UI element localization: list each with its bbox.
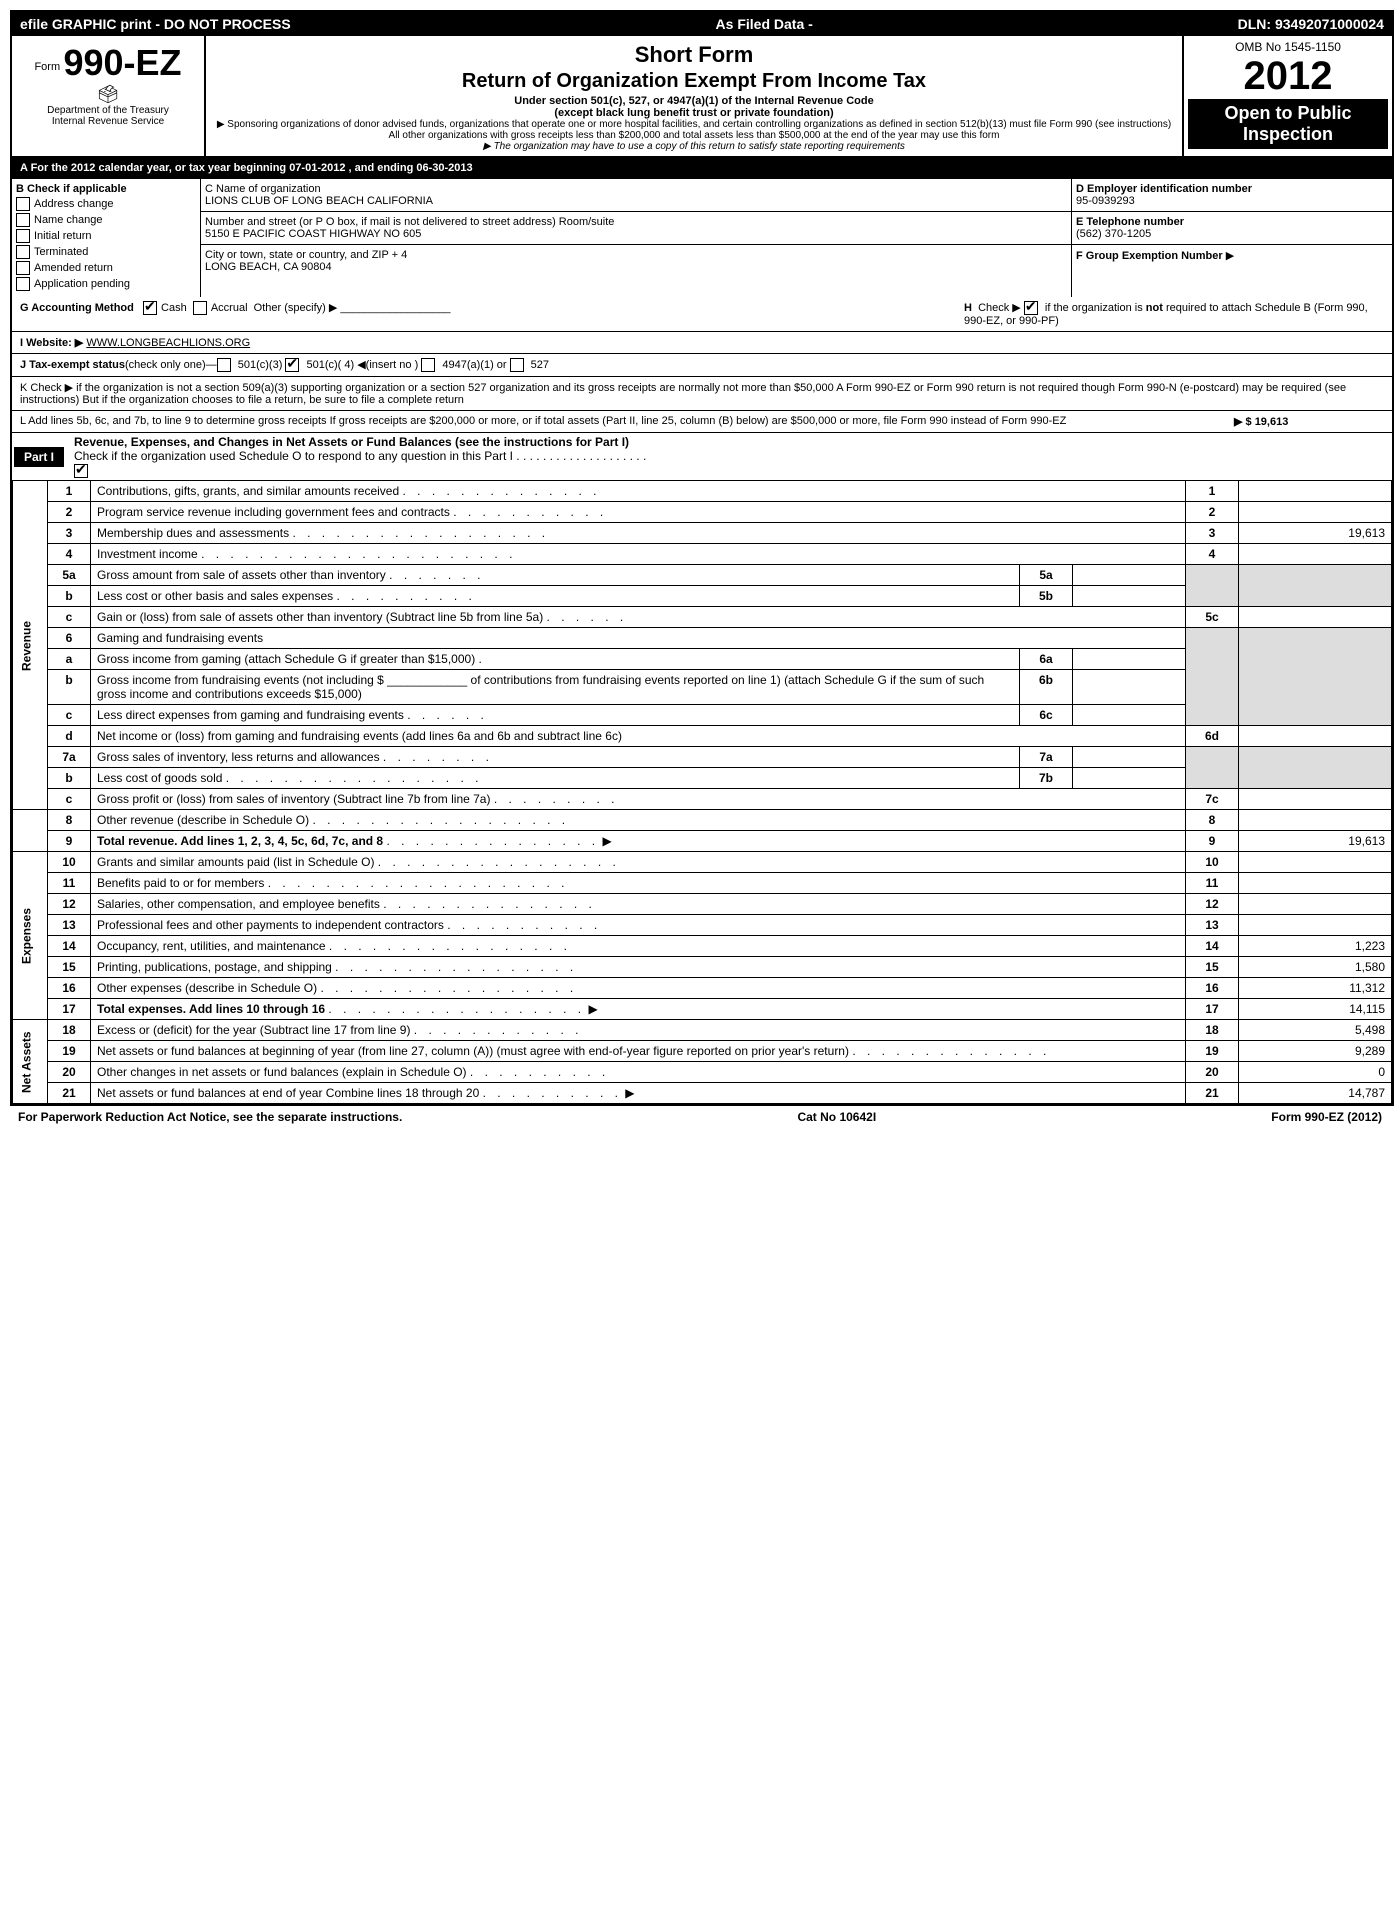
short-form: Short Form — [210, 42, 1178, 68]
header-bar: efile GRAPHIC print - DO NOT PROCESS As … — [12, 12, 1392, 36]
part-i-title: Revenue, Expenses, and Changes in Net As… — [74, 435, 629, 449]
c-addr: 5150 E PACIFIC COAST HIGHWAY NO 605 — [205, 228, 1067, 240]
revenue-label: Revenue — [13, 481, 48, 810]
tax-year: 2012 — [1188, 54, 1388, 99]
c-name-label: C Name of organization — [205, 183, 1067, 195]
title-section: Form 990-EZ 🗳 Department of the Treasury… — [12, 36, 1392, 158]
i-label: I Website: ▶ — [20, 337, 83, 349]
section-k: K Check ▶ if the organization is not a s… — [12, 377, 1392, 411]
f-arrow: ▶ — [1226, 250, 1234, 262]
note-2: All other organizations with gross recei… — [210, 130, 1178, 141]
year-cell: OMB No 1545-1150 2012 Open to Public Ins… — [1182, 36, 1392, 156]
as-filed: As Filed Data - — [716, 16, 813, 32]
f-label: F Group Exemption Number — [1076, 250, 1223, 262]
form-number-cell: Form 990-EZ 🗳 Department of the Treasury… — [12, 36, 206, 156]
section-b-header: B Check if applicable — [16, 183, 127, 195]
chk-name[interactable] — [16, 213, 30, 227]
l-value: ▶ $ 19,613 — [1234, 415, 1384, 428]
expenses-label: Expenses — [13, 852, 48, 1020]
efile-notice: efile GRAPHIC print - DO NOT PROCESS — [20, 16, 291, 32]
footer: For Paperwork Reduction Act Notice, see … — [10, 1106, 1390, 1128]
section-b: B Check if applicable Address change Nam… — [12, 179, 201, 297]
i-website[interactable]: WWW.LONGBEACHLIONS.ORG — [86, 337, 250, 349]
section-c: C Name of organization LIONS CLUB OF LON… — [201, 179, 1072, 297]
open-public: Open to Public — [1224, 103, 1351, 123]
dln: DLN: 93492071000024 — [1238, 16, 1384, 32]
d-ein: 95-0939293 — [1076, 195, 1135, 207]
chk-h[interactable] — [1024, 301, 1038, 315]
g-h-row: G Accounting Method Cash Accrual Other (… — [12, 297, 1392, 332]
chk-part-i[interactable] — [74, 464, 88, 478]
chk-pending[interactable] — [16, 277, 30, 291]
period-row: A For the 2012 calendar year, or tax yea… — [12, 158, 1392, 179]
footer-right: Form 990-EZ (2012) — [1271, 1110, 1382, 1124]
note-3: ▶ The organization may have to use a cop… — [210, 141, 1178, 152]
subtitle-1: Under section 501(c), 527, or 4947(a)(1)… — [210, 95, 1178, 107]
form-prefix: Form — [34, 61, 60, 73]
chk-cash[interactable] — [143, 301, 157, 315]
netassets-label: Net Assets — [13, 1020, 48, 1104]
section-j: J Tax-exempt status(check only one)— 501… — [12, 354, 1392, 377]
c-city-label: City or town, state or country, and ZIP … — [205, 249, 1067, 261]
part-i-header: Part I Revenue, Expenses, and Changes in… — [12, 433, 1392, 480]
section-l: L Add lines 5b, 6c, and 7b, to line 9 to… — [12, 411, 1392, 433]
dept-treasury: Department of the Treasury — [18, 105, 198, 116]
irs: Internal Revenue Service — [18, 116, 198, 127]
e-label: E Telephone number — [1076, 216, 1184, 228]
form-title: Return of Organization Exempt From Incom… — [210, 70, 1178, 93]
c-city: LONG BEACH, CA 90804 — [205, 261, 1067, 273]
inspection: Inspection — [1243, 124, 1333, 144]
footer-mid: Cat No 10642I — [797, 1110, 876, 1124]
part-i-label: Part I — [14, 447, 64, 467]
note-1: ▶ Sponsoring organizations of donor advi… — [210, 119, 1178, 130]
footer-left: For Paperwork Reduction Act Notice, see … — [18, 1110, 402, 1124]
title-center: Short Form Return of Organization Exempt… — [206, 36, 1182, 156]
chk-accrual[interactable] — [193, 301, 207, 315]
chk-terminated[interactable] — [16, 245, 30, 259]
chk-amended[interactable] — [16, 261, 30, 275]
c-addr-label: Number and street (or P O box, if mail i… — [205, 216, 1067, 228]
right-info: D Employer identification number 95-0939… — [1072, 179, 1392, 297]
omb-no: OMB No 1545-1150 — [1188, 40, 1388, 54]
chk-initial[interactable] — [16, 229, 30, 243]
lines-table: Revenue 1 Contributions, gifts, grants, … — [12, 480, 1392, 1104]
chk-address[interactable] — [16, 197, 30, 211]
e-phone: (562) 370-1205 — [1076, 228, 1151, 240]
subtitle-2: (except black lung benefit trust or priv… — [210, 107, 1178, 119]
g-label: G Accounting Method — [20, 302, 134, 314]
form-number: 990-EZ — [63, 42, 181, 83]
d-label: D Employer identification number — [1076, 183, 1252, 195]
form-990ez: efile GRAPHIC print - DO NOT PROCESS As … — [10, 10, 1394, 1106]
c-name: LIONS CLUB OF LONG BEACH CALIFORNIA — [205, 195, 1067, 207]
info-section: B Check if applicable Address change Nam… — [12, 179, 1392, 297]
section-i: I Website: ▶ WWW.LONGBEACHLIONS.ORG — [12, 332, 1392, 354]
part-i-check: Check if the organization used Schedule … — [74, 449, 646, 463]
